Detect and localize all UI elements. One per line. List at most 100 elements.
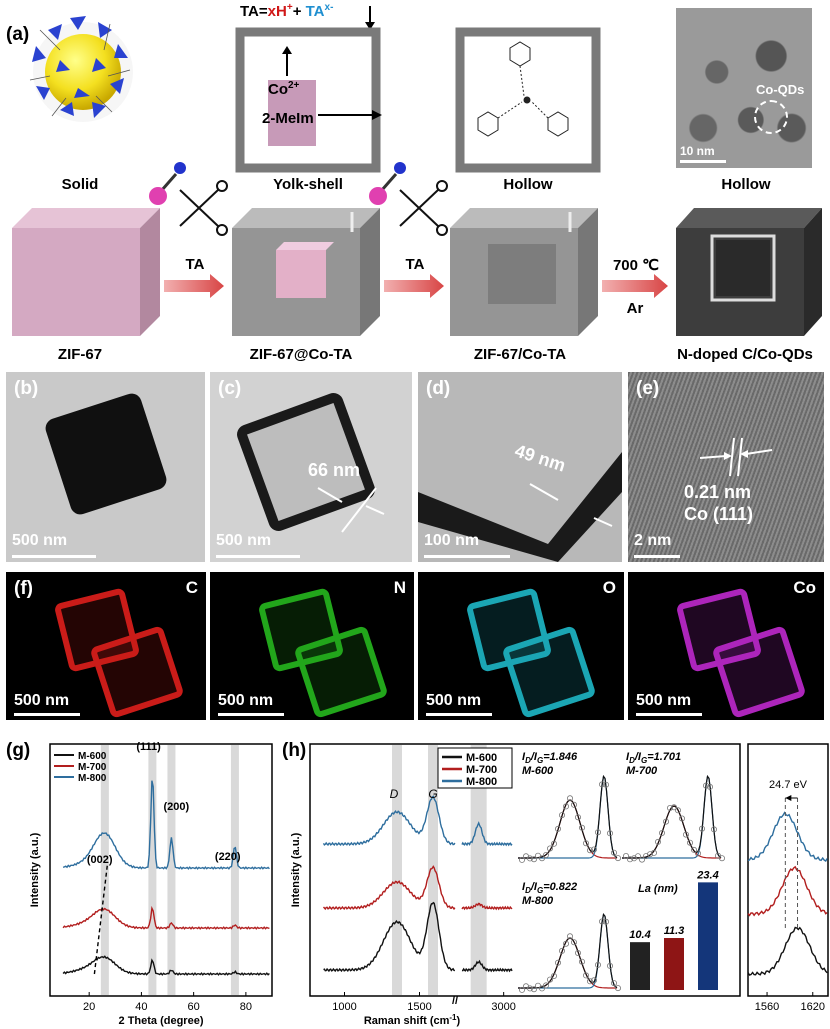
- arrow-label-3: 700 ℃: [612, 257, 660, 274]
- fit-point: [550, 840, 557, 847]
- fit-point: [710, 826, 717, 833]
- stage-bottom-4: N-doped C/Co-QDs: [677, 346, 813, 363]
- molecule-pin-icon: [149, 162, 406, 205]
- fit-point: [638, 856, 645, 863]
- shell-thickness-marker: [317, 487, 385, 533]
- co-qds-label: Co-QDs: [756, 82, 805, 97]
- fit-point: [650, 849, 657, 856]
- fit-point: [626, 856, 633, 863]
- map-element-label: Co: [793, 578, 816, 597]
- band-G: [428, 745, 438, 995]
- axis-break: //: [452, 995, 458, 1007]
- stage-bottom-2: ZIF-67@Co-TA: [249, 346, 353, 363]
- peak-band: [100, 745, 109, 995]
- fit-point: [582, 972, 589, 979]
- fit-point: [570, 801, 577, 808]
- band-label: G: [428, 787, 437, 801]
- fit-point: [702, 782, 709, 789]
- xrd-series-M-800: [62, 780, 270, 870]
- stage-top-1: Solid: [61, 176, 99, 193]
- co-qd-circle: [754, 100, 788, 134]
- fit-point: [654, 838, 661, 845]
- stage-bottom-3: ZIF-67/Co-TA: [473, 346, 567, 363]
- fit-point: [554, 825, 561, 832]
- x-tick-label: 20: [83, 1001, 95, 1013]
- x-tick-label: 3000: [491, 1001, 515, 1013]
- map-c: (f) C 500 nm: [6, 572, 206, 720]
- fit-point: [674, 807, 681, 814]
- shift-frame: [747, 743, 829, 997]
- y-axis-label: Intensity (a.u.): [290, 832, 302, 907]
- fit-point: [542, 852, 549, 859]
- peak-label: (111): [136, 741, 161, 753]
- fit-sum: [518, 913, 618, 989]
- fit-point: [570, 939, 577, 946]
- raman-series-M-600: [323, 901, 513, 973]
- fit-point: [594, 961, 601, 968]
- map-scale-bar: [218, 713, 284, 716]
- plot-frame: [49, 743, 273, 997]
- fit-point: [546, 976, 553, 983]
- scissors-icon: [179, 180, 448, 236]
- legend-label: M-800: [466, 776, 497, 788]
- fit-point: [578, 824, 585, 831]
- fit-point: [694, 850, 701, 857]
- peak-band: [167, 745, 176, 995]
- arrow-label-2: TA: [405, 256, 425, 273]
- tem-inset-scalebar: [680, 160, 726, 163]
- fit-point: [634, 853, 641, 860]
- fit-d-band: [622, 805, 721, 859]
- map-scale-bar: [14, 713, 80, 716]
- stage-bottom-1: ZIF-67: [57, 346, 103, 363]
- fit-point: [574, 814, 581, 821]
- fit-point: [586, 978, 593, 985]
- cube-yolkshell: [232, 208, 380, 336]
- map-element-label: N: [393, 578, 406, 597]
- equation: TA=xH++ TAx-: [240, 2, 334, 20]
- map-image: [467, 588, 595, 718]
- melm-label: 2-MeIm: [262, 110, 314, 127]
- arrow-label-1: TA: [185, 256, 205, 273]
- band-D: [392, 745, 402, 995]
- tem-panel-e: 0.21 nm Co (111) (e) 2 nm: [628, 372, 824, 562]
- fit-point: [678, 815, 685, 822]
- peak-label: (200): [163, 801, 189, 813]
- fit-point: [590, 977, 597, 984]
- peak-label: (220): [215, 851, 241, 863]
- map-scale-label: 500 nm: [218, 692, 274, 709]
- map-n: N 500 nm: [210, 572, 414, 720]
- panel-g-label: (g): [6, 740, 31, 761]
- fit-sum: [622, 774, 722, 859]
- y-axis-label: Intensity (a.u.): [29, 832, 41, 907]
- fit-point: [562, 940, 569, 947]
- fit-point: [646, 851, 653, 858]
- tem-inset-scale: 10 nm: [680, 144, 715, 158]
- map-image: [259, 588, 387, 718]
- legend-label: M-800: [78, 773, 107, 784]
- la-bar: [698, 882, 718, 990]
- map-co: Co 500 nm: [628, 572, 824, 720]
- x-tick-label: 1620: [801, 1001, 825, 1013]
- map-o: O 500 nm: [418, 572, 624, 720]
- stage-top-2: Yolk-shell: [273, 176, 343, 193]
- plot-frame: [309, 743, 741, 997]
- fit-point: [582, 840, 589, 847]
- fit-point: [686, 839, 693, 846]
- fit-ratio: ID/IG=1.701: [626, 751, 681, 765]
- map-element-label: C: [185, 578, 198, 597]
- shell-thickness-marker-d: [529, 483, 613, 527]
- fit-point: [670, 804, 677, 811]
- fit-point: [546, 845, 553, 852]
- x-tick-label: 1500: [407, 1001, 431, 1013]
- fit-point: [658, 830, 665, 837]
- la-value: 23.4: [696, 869, 718, 881]
- tem-inset: Co-QDs 10 nm: [676, 8, 812, 168]
- fit-sample: M-700: [626, 765, 658, 777]
- fit-point: [566, 933, 573, 940]
- shift-series-M-800: [747, 811, 828, 862]
- fit-point: [566, 795, 573, 802]
